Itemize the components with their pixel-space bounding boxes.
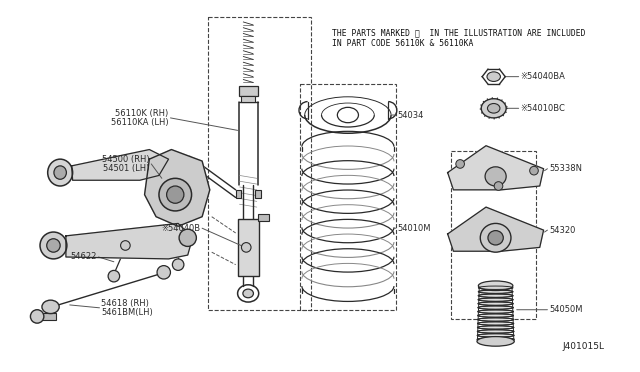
Text: 54034: 54034 <box>398 110 424 119</box>
Text: 54618 (RH): 54618 (RH) <box>101 298 149 308</box>
Bar <box>255 190 260 198</box>
Bar <box>208 17 312 310</box>
Ellipse shape <box>157 266 170 279</box>
Text: THE PARTS MARKED ※  IN THE ILLUSTRATION ARE INCLUDED
IN PART CODE 56110K & 56110: THE PARTS MARKED ※ IN THE ILLUSTRATION A… <box>332 29 585 48</box>
Ellipse shape <box>478 302 513 305</box>
Text: 54320: 54320 <box>549 226 576 235</box>
Text: 54622: 54622 <box>70 253 97 262</box>
Ellipse shape <box>477 330 514 333</box>
Text: ※54010BC: ※54010BC <box>520 104 565 113</box>
Text: 54500 (RH): 54500 (RH) <box>102 155 149 164</box>
Ellipse shape <box>159 178 191 211</box>
Ellipse shape <box>480 224 511 252</box>
Ellipse shape <box>478 306 513 309</box>
Bar <box>300 84 396 310</box>
Ellipse shape <box>487 72 500 81</box>
Ellipse shape <box>485 167 506 186</box>
Polygon shape <box>72 150 168 180</box>
Ellipse shape <box>478 298 513 301</box>
Ellipse shape <box>481 99 506 118</box>
Text: 56110KA (LH): 56110KA (LH) <box>111 118 168 127</box>
Bar <box>39 312 56 320</box>
Text: ※54040BA: ※54040BA <box>520 72 565 81</box>
Ellipse shape <box>478 286 513 289</box>
Ellipse shape <box>120 241 130 250</box>
Ellipse shape <box>477 334 514 337</box>
Text: 54010M: 54010M <box>398 224 431 233</box>
Ellipse shape <box>42 300 60 314</box>
Polygon shape <box>145 150 210 226</box>
Ellipse shape <box>243 289 253 298</box>
Ellipse shape <box>31 310 44 323</box>
Ellipse shape <box>108 270 120 282</box>
Polygon shape <box>447 207 543 251</box>
Ellipse shape <box>477 314 513 317</box>
Ellipse shape <box>478 290 513 294</box>
Text: 56110K (RH): 56110K (RH) <box>115 109 168 118</box>
Ellipse shape <box>488 231 503 245</box>
Ellipse shape <box>477 322 514 325</box>
Ellipse shape <box>477 326 514 329</box>
Text: ※54040B: ※54040B <box>161 224 200 233</box>
Text: 54501 (LH): 54501 (LH) <box>103 164 149 173</box>
Ellipse shape <box>478 294 513 297</box>
Ellipse shape <box>172 259 184 270</box>
Ellipse shape <box>47 239 60 252</box>
Ellipse shape <box>477 337 515 346</box>
Ellipse shape <box>477 318 514 321</box>
Polygon shape <box>447 146 543 190</box>
Text: 5461BM(LH): 5461BM(LH) <box>101 308 153 317</box>
Ellipse shape <box>494 182 503 190</box>
Bar <box>451 151 536 319</box>
Ellipse shape <box>477 338 514 341</box>
Bar <box>258 214 269 221</box>
Text: 55338N: 55338N <box>549 164 582 173</box>
Bar <box>241 96 255 102</box>
Ellipse shape <box>478 281 513 291</box>
Polygon shape <box>66 224 193 259</box>
Ellipse shape <box>488 103 500 113</box>
Ellipse shape <box>179 229 196 246</box>
Ellipse shape <box>241 243 251 252</box>
Ellipse shape <box>530 166 538 175</box>
Ellipse shape <box>456 160 465 168</box>
Ellipse shape <box>48 159 72 186</box>
Bar <box>237 219 259 276</box>
Text: J401015L: J401015L <box>563 342 605 351</box>
Text: 54050M: 54050M <box>549 305 583 314</box>
Ellipse shape <box>40 232 67 259</box>
Ellipse shape <box>478 310 513 313</box>
Ellipse shape <box>166 186 184 203</box>
Bar <box>236 190 241 198</box>
Bar <box>239 86 258 96</box>
Ellipse shape <box>54 166 67 179</box>
